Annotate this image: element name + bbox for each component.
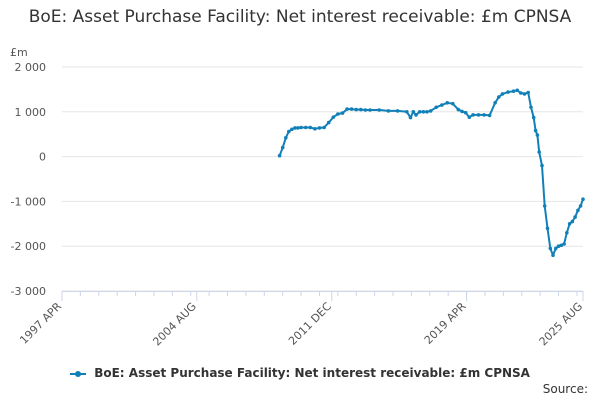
data-point	[506, 90, 510, 94]
data-point	[417, 110, 422, 114]
y-tick-label: 1 000	[15, 106, 47, 119]
data-point	[578, 204, 583, 208]
data-point	[581, 197, 585, 201]
data-point	[554, 246, 558, 251]
data-point	[471, 113, 475, 117]
axis-layer: 2 000 1 000 0 -1 000 -2 000 -3 000 1997 APR 200…	[11, 61, 586, 348]
y-tick-label: -2 000	[11, 240, 46, 253]
data-point	[326, 120, 331, 125]
data-point	[336, 112, 340, 116]
data-point	[522, 92, 527, 96]
x-tick-label: 2004 AUG	[150, 300, 199, 349]
data-point	[562, 242, 566, 246]
data-point	[511, 89, 516, 93]
data-point	[463, 110, 468, 115]
legend[interactable]: BoE: Asset Purchase Facility: Net intere…	[0, 366, 600, 380]
data-point	[497, 95, 501, 99]
data-point	[395, 109, 400, 113]
data-point	[299, 125, 303, 130]
x-tick-label: 2019 APR	[422, 300, 469, 347]
data-point	[500, 92, 505, 96]
x-tick-label: 2025 AUG	[537, 300, 586, 349]
data-point	[290, 127, 294, 132]
data-point	[559, 243, 564, 248]
y-tick-label: 0	[39, 151, 46, 164]
legend-line-marker-icon	[70, 369, 87, 379]
data-point	[451, 101, 455, 106]
data-point	[414, 113, 418, 117]
data-point	[545, 226, 550, 231]
data-point	[487, 113, 492, 118]
data-point	[476, 113, 481, 117]
grid-layer	[62, 66, 583, 292]
chart-title: BoE: Asset Purchase Facility: Net intere…	[28, 7, 572, 27]
data-point	[322, 125, 326, 130]
data-point	[345, 107, 349, 111]
data-point	[542, 204, 547, 208]
data-point	[421, 110, 426, 114]
data-point	[386, 109, 391, 113]
legend-marker-dot	[75, 370, 82, 377]
data-point	[537, 150, 541, 154]
data-point	[529, 105, 533, 110]
data-point	[359, 107, 363, 112]
data-point	[296, 126, 300, 130]
x-tick-label: 1997 APR	[17, 300, 64, 347]
data-point	[556, 244, 561, 248]
data-point	[567, 222, 572, 226]
data-point	[526, 90, 530, 95]
data-point	[308, 125, 313, 130]
data-point	[428, 109, 433, 113]
data-point	[540, 163, 544, 168]
data-point	[535, 133, 540, 137]
source-label[interactable]: Source:	[542, 382, 588, 396]
y-axis-unit-label: £m	[10, 46, 28, 59]
data-point	[405, 110, 409, 114]
data-point	[293, 126, 297, 130]
data-point	[363, 108, 368, 112]
data-point	[482, 113, 486, 117]
data-point	[445, 101, 450, 105]
data-point	[349, 107, 354, 111]
y-tick-label: -3 000	[11, 285, 46, 298]
data-point	[411, 110, 416, 114]
data-point	[467, 115, 472, 119]
x-tick-label: 2011 DEC	[286, 300, 334, 348]
data-point	[548, 246, 553, 251]
data-point	[340, 111, 345, 115]
data-point	[519, 91, 523, 95]
data-point	[531, 115, 536, 120]
data-point	[313, 127, 317, 131]
data-point	[377, 108, 382, 112]
data-point	[368, 108, 372, 112]
y-tick-label: 2 000	[15, 61, 47, 74]
legend-label: BoE: Asset Purchase Facility: Net intere…	[94, 366, 530, 380]
data-point	[460, 109, 464, 114]
data-point	[570, 219, 575, 224]
data-point	[354, 107, 359, 112]
data-point	[565, 231, 569, 235]
data-point	[425, 110, 429, 114]
data-point	[434, 105, 439, 110]
data-point	[287, 129, 291, 134]
data-point	[533, 128, 538, 133]
data-point	[303, 125, 308, 130]
series-layer	[277, 88, 585, 257]
data-point	[493, 101, 497, 105]
data-point	[576, 208, 580, 213]
data-point	[277, 153, 282, 158]
data-point	[284, 136, 288, 140]
data-point	[280, 145, 285, 150]
data-point	[573, 215, 577, 219]
data-point	[551, 253, 555, 257]
data-point	[408, 115, 413, 120]
data-point	[440, 103, 444, 107]
data-point	[515, 88, 519, 93]
data-point	[331, 115, 336, 119]
y-tick-label: -1 000	[11, 195, 46, 208]
data-point	[317, 126, 322, 130]
data-point	[456, 107, 461, 112]
series-line	[278, 89, 584, 257]
